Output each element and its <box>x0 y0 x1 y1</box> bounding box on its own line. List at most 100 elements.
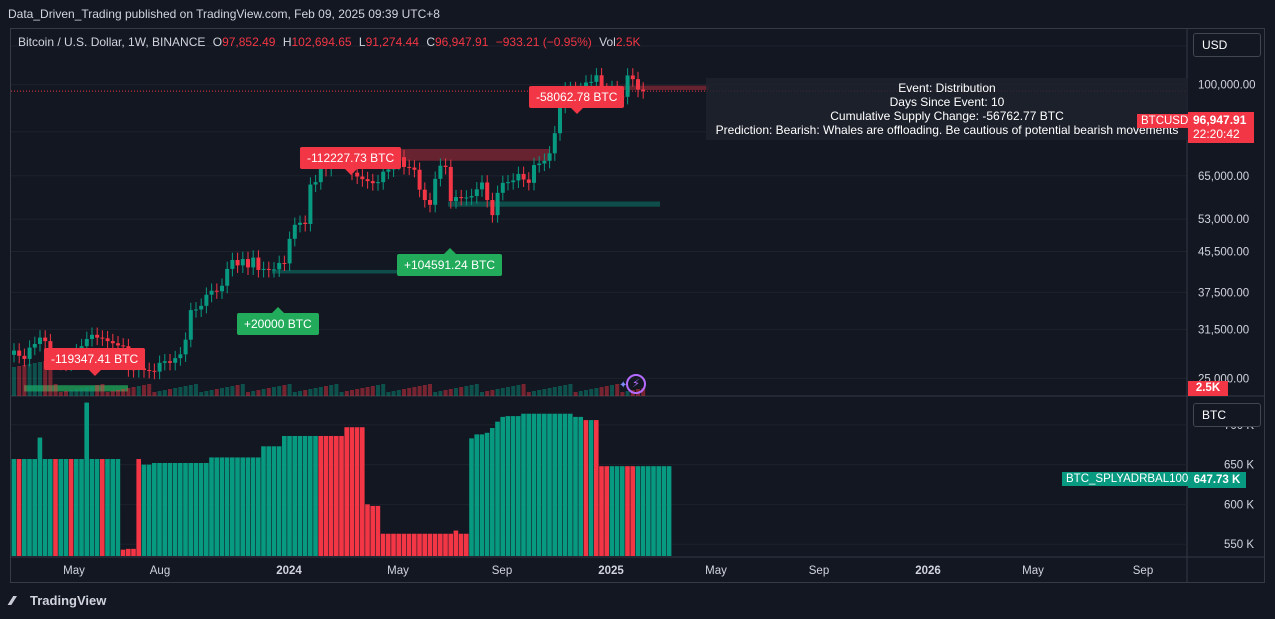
candle-body <box>402 157 406 167</box>
indicator-bar <box>547 413 552 556</box>
candle-body <box>547 153 552 161</box>
time-axis-label: 2024 <box>276 565 302 577</box>
indicator-bar <box>661 466 667 556</box>
indicator-bar <box>100 459 105 556</box>
candle-body <box>43 337 48 342</box>
open-label: O <box>212 35 223 49</box>
indicator-bar <box>115 459 121 556</box>
volume-bar <box>246 392 250 396</box>
candle-body <box>235 259 240 266</box>
annotation-t2[interactable]: +20000 BTC <box>237 307 319 335</box>
annotation-t1[interactable]: -119347.41 BTC <box>44 348 146 376</box>
volume-bar <box>506 387 510 396</box>
volume-bar <box>230 386 235 396</box>
volume-bar <box>282 385 287 396</box>
candle-body <box>261 268 266 270</box>
indicator-bar <box>354 427 360 556</box>
header-line: Data_Driven_Trading published on Trading… <box>8 7 440 21</box>
indicator-bar <box>396 533 401 556</box>
indicator-bar <box>432 533 438 556</box>
volume-bar <box>443 390 448 396</box>
candle-body <box>454 197 458 202</box>
candle-body <box>443 165 448 167</box>
volume-bar <box>287 384 292 396</box>
candle-body <box>526 179 531 183</box>
volume-bar <box>469 385 474 396</box>
volume-value: 2.5K <box>615 35 641 49</box>
indicator-bar <box>646 466 651 556</box>
annotation-t5[interactable]: -58062.78 BTC <box>529 86 625 114</box>
volume-bar <box>641 388 646 396</box>
time-axis-label: Sep <box>1133 565 1153 577</box>
candle-body <box>313 182 318 185</box>
annotation-t3[interactable]: -112227.73 BTC <box>300 147 402 175</box>
volume-bar <box>142 385 146 396</box>
candle-body <box>630 75 635 80</box>
candle-body <box>422 189 427 201</box>
candle-body <box>178 354 183 359</box>
indicator-bar <box>94 459 100 556</box>
indicator-bar <box>484 432 490 556</box>
indicator-bar <box>510 416 516 556</box>
volume-bar <box>308 389 313 396</box>
candle-body <box>459 197 464 199</box>
price-tick-label: 37,500.00 <box>1198 287 1249 299</box>
indicator-bar <box>453 530 459 556</box>
volume-bar <box>194 384 198 396</box>
volume-bar <box>370 386 375 396</box>
candle-body <box>277 262 282 270</box>
annotation-t2-label: +20000 BTC <box>244 317 312 331</box>
volume-bar <box>235 385 240 396</box>
volume-bar <box>121 389 126 396</box>
volume-bar <box>74 389 79 396</box>
volume-bar <box>298 391 302 396</box>
candle-body <box>110 341 115 344</box>
candle-body <box>209 290 214 295</box>
indicator-bar <box>620 466 625 556</box>
flash-icon[interactable]: ⚡ <box>626 374 646 394</box>
indicator-bar <box>448 533 453 556</box>
price-currency-button[interactable]: USD <box>1193 33 1261 57</box>
volume-badge: 2.5K <box>1188 381 1228 396</box>
indicator-bar <box>365 504 370 556</box>
volume-bar <box>500 388 505 396</box>
indicator-bar <box>126 548 131 556</box>
indicator-currency-button[interactable]: BTC <box>1193 403 1261 427</box>
volume-bar <box>126 388 131 396</box>
indicator-tick-label: 550 K <box>1224 539 1254 551</box>
volume-bar <box>220 388 224 396</box>
price-tick-label: 45,500.00 <box>1198 246 1249 258</box>
volume-bar <box>17 366 22 396</box>
indicator-bar <box>438 533 443 556</box>
high-value: 102,694.65 <box>291 35 352 49</box>
volume-bar <box>344 391 349 396</box>
indicator-bar <box>568 413 573 556</box>
indicator-bar <box>313 435 318 556</box>
volume-bar <box>147 384 152 396</box>
candle-body <box>386 169 391 172</box>
indicator-bar <box>479 434 485 556</box>
indicator-bar <box>422 533 427 556</box>
indicator-bar <box>110 459 115 556</box>
volume-bar <box>537 390 542 396</box>
candle-body <box>225 268 230 286</box>
volume-bar <box>256 390 261 396</box>
volume-bar <box>266 388 271 396</box>
indicator-bar <box>209 457 214 556</box>
tradingview-logo[interactable]: ⁄⁄⁄ TradingView <box>10 593 106 608</box>
indicator-bar <box>167 463 173 556</box>
volume-bar <box>292 392 297 396</box>
volume-bar <box>209 390 214 396</box>
indicator-bar <box>458 533 464 556</box>
candle-body <box>147 370 152 372</box>
indicator-bar <box>37 437 43 556</box>
footer-brand: TradingView <box>30 593 107 608</box>
last-price-badge: 96,947.91 22:20:42 <box>1188 112 1254 143</box>
volume-bar <box>547 388 552 396</box>
annotation-t4[interactable]: +104591.24 BTC <box>397 248 503 276</box>
sparkle-icon[interactable]: ✦ <box>619 380 628 391</box>
candle-body <box>370 181 375 184</box>
symbol-label[interactable]: Bitcoin / U.S. Dollar, 1W, BINANCE <box>18 35 206 49</box>
volume-bar <box>542 389 547 396</box>
